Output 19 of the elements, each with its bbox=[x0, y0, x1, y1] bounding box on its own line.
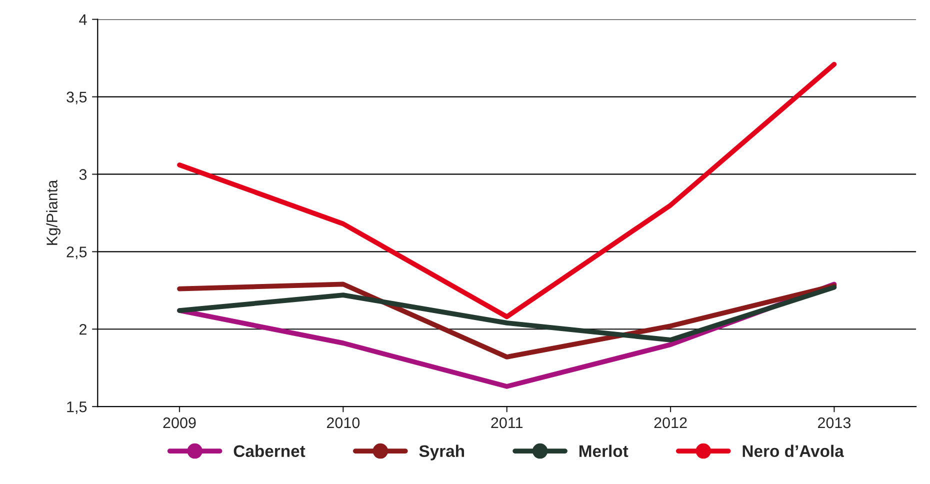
x-tick-label: 2009 bbox=[163, 417, 196, 428]
x-tick-label: 2010 bbox=[326, 417, 360, 428]
y-tick-label: 1,5 bbox=[67, 402, 87, 414]
legend-label: Merlot bbox=[579, 444, 628, 458]
line-series bbox=[177, 282, 837, 360]
y-tick-label: 2 bbox=[80, 324, 86, 335]
x-tick-label: 2013 bbox=[818, 417, 851, 428]
y-tick-label: 3,5 bbox=[66, 92, 87, 104]
y-tick-label: 2,5 bbox=[66, 246, 87, 260]
legend-label: Cabernet bbox=[234, 444, 306, 458]
legend-label: Nero d’Avola bbox=[742, 444, 844, 458]
line-series bbox=[177, 62, 837, 320]
y-tick-label: 3 bbox=[79, 169, 87, 180]
x-tick-label: 2011 bbox=[491, 417, 523, 428]
y-tick-label: 4 bbox=[79, 14, 87, 25]
line-series bbox=[177, 284, 837, 342]
legend-label: Syrah bbox=[419, 444, 464, 460]
x-tick-label: 2012 bbox=[654, 417, 687, 428]
y-axis-title: Kg/Pianta bbox=[46, 180, 60, 245]
